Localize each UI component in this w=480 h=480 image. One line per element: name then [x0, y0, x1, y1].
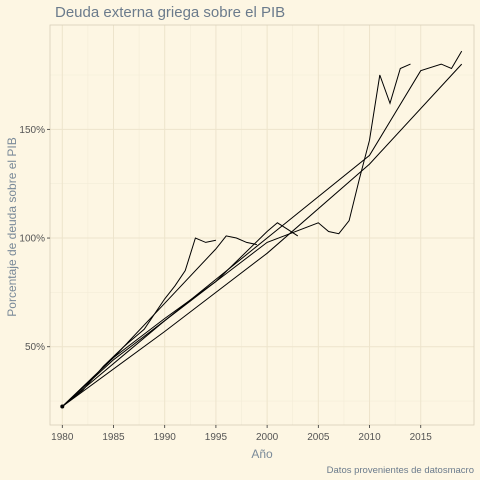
- chart-caption: Datos provenientes de datosmacro: [327, 465, 474, 476]
- y-tick-label: 100%: [19, 234, 45, 245]
- grid: [50, 25, 474, 425]
- start-point: [60, 404, 65, 409]
- axis-ticks: 1980 1985 1990 1995 2000 2005 2010 2015 50% 100% 1…: [19, 125, 432, 443]
- series-line-3: [61, 222, 299, 407]
- series-line-5: [61, 50, 463, 407]
- series-line-6: [62, 63, 463, 407]
- y-tick-label: 150%: [19, 125, 45, 136]
- panel-border: [49, 24, 475, 426]
- x-tick-label: 2005: [307, 432, 330, 443]
- series-line-4: [61, 63, 411, 407]
- y-tick-label: 50%: [25, 342, 45, 353]
- x-tick-label: 1995: [205, 432, 228, 443]
- series-line-2: [61, 235, 258, 407]
- series-lines: [60, 50, 463, 409]
- x-tick-label: 2000: [256, 432, 279, 443]
- x-axis-title: Año: [251, 447, 273, 461]
- x-tick-label: 1980: [51, 432, 74, 443]
- x-tick-label: 2010: [358, 432, 381, 443]
- y-axis-title: Porcentaje de deuda sobre el PIB: [5, 137, 19, 316]
- x-tick-label: 2015: [410, 432, 433, 443]
- x-tick-label: 1985: [102, 432, 125, 443]
- x-tick-label: 1990: [154, 432, 177, 443]
- chart-title: Deuda externa griega sobre el PIB: [55, 4, 285, 21]
